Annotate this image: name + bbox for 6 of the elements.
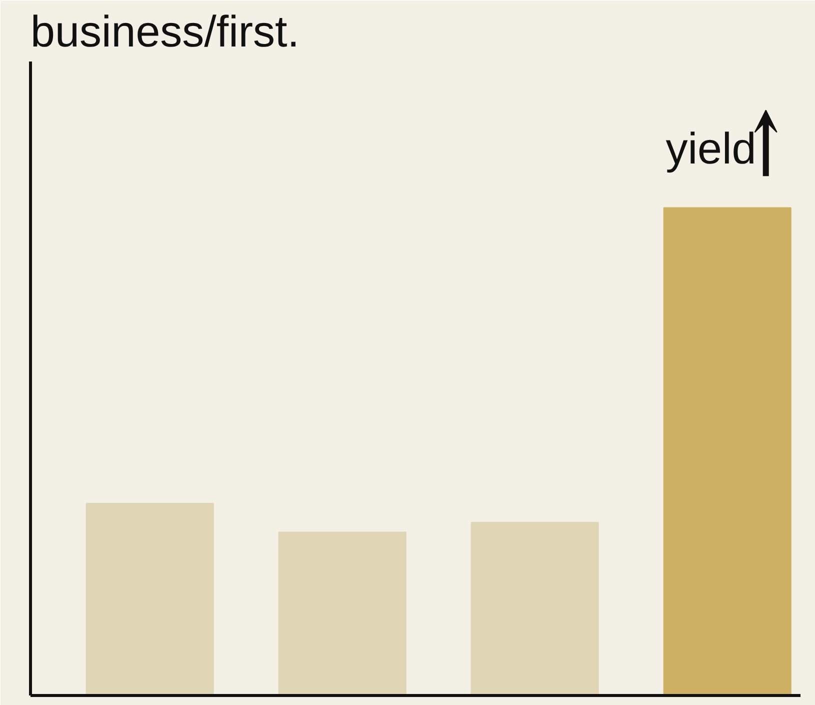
text: yield xyxy=(666,124,756,174)
bar xyxy=(278,532,406,696)
chart-title: business/first. xyxy=(30,8,300,56)
bar xyxy=(663,207,792,696)
bar xyxy=(470,522,599,696)
bar xyxy=(86,502,214,696)
